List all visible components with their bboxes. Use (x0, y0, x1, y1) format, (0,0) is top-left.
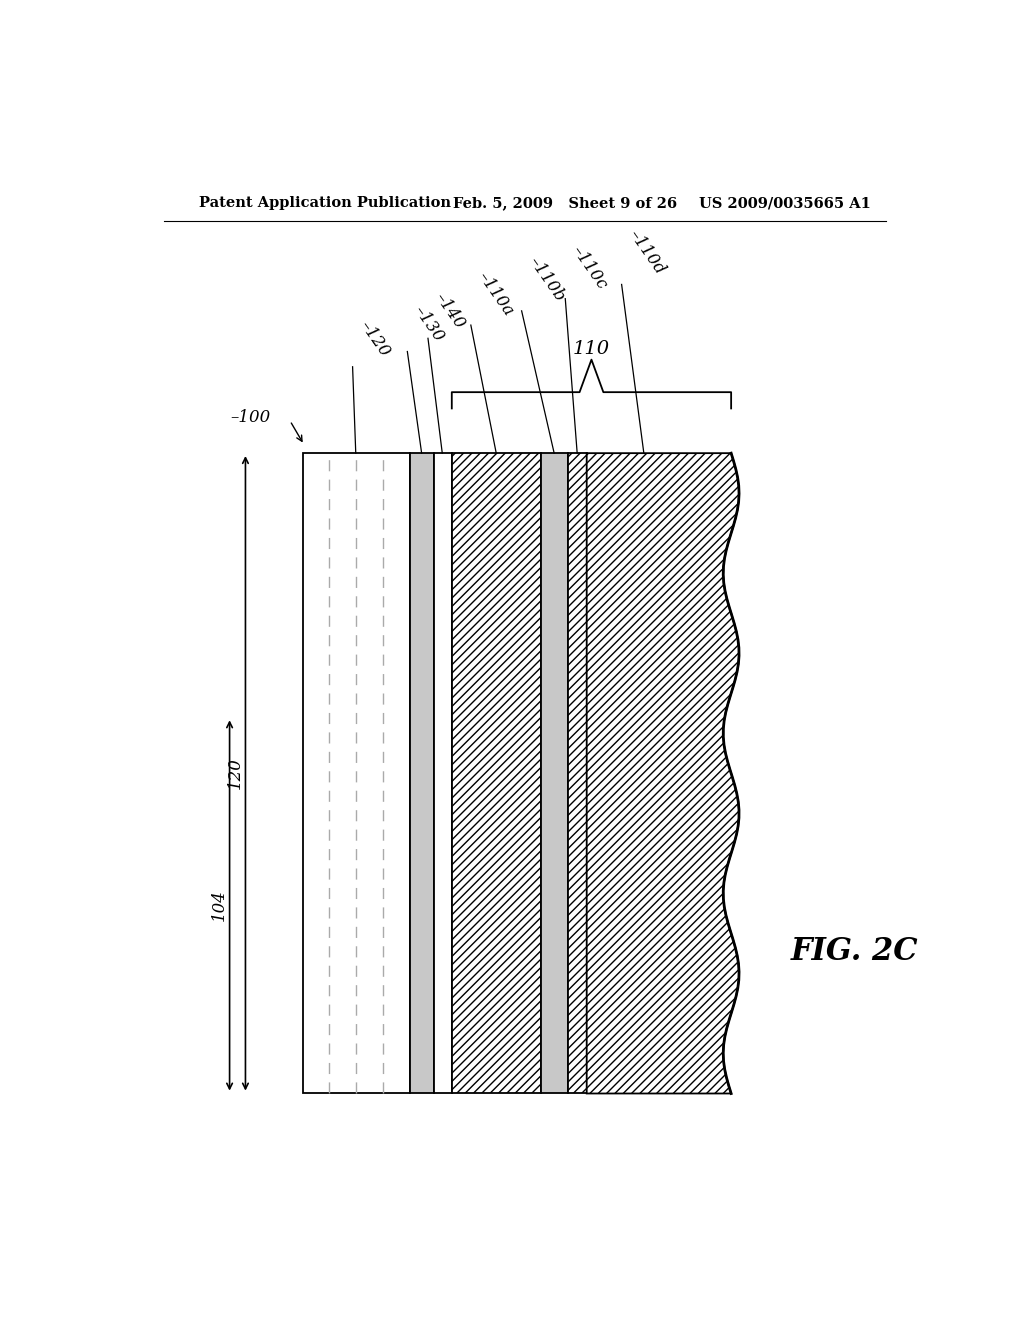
PathPatch shape (587, 453, 739, 1093)
Bar (568, 453, 587, 1093)
Text: –130: –130 (411, 302, 447, 346)
Text: –100: –100 (230, 409, 270, 426)
Text: US 2009/0035665 A1: US 2009/0035665 A1 (699, 197, 871, 210)
Bar (410, 453, 433, 1093)
Bar (452, 453, 541, 1093)
Bar (433, 453, 452, 1093)
Text: –120: –120 (355, 318, 393, 360)
Text: –110a: –110a (474, 268, 517, 319)
Text: –110d: –110d (625, 227, 668, 279)
Text: –110c: –110c (568, 243, 610, 293)
Text: 120: 120 (226, 758, 244, 789)
Text: 104: 104 (211, 890, 227, 921)
Text: Feb. 5, 2009   Sheet 9 of 26: Feb. 5, 2009 Sheet 9 of 26 (454, 197, 678, 210)
Bar (303, 453, 410, 1093)
Bar (541, 453, 568, 1093)
Text: Patent Application Publication: Patent Application Publication (200, 197, 452, 210)
Text: FIG. 2C: FIG. 2C (791, 936, 919, 966)
Text: 110: 110 (572, 339, 610, 358)
Text: –140: –140 (431, 289, 468, 333)
Text: –110b: –110b (524, 253, 568, 305)
